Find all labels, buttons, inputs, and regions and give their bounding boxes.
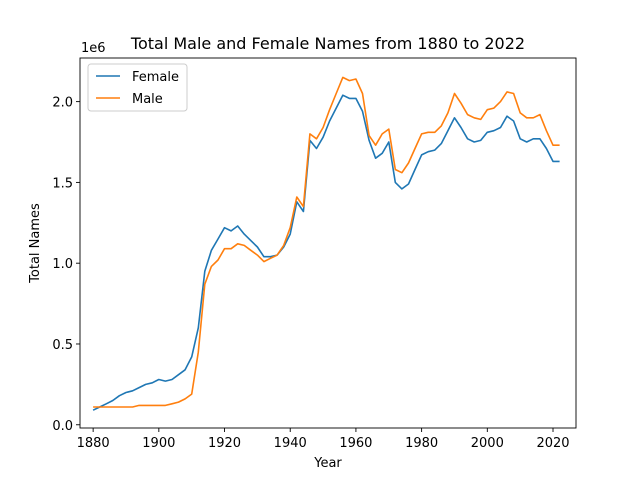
- x-tick-label: 1960: [339, 436, 372, 451]
- y-tick-label: 2.0: [52, 96, 73, 111]
- chart-title: Total Male and Female Names from 1880 to…: [130, 34, 525, 53]
- series-line-male: [93, 76, 560, 408]
- y-axis-scale-label: 1e6: [81, 41, 106, 56]
- legend-label-female: Female: [132, 70, 179, 85]
- y-tick-label: 1.5: [52, 176, 73, 191]
- y-tick-label: 0.5: [52, 338, 73, 353]
- x-tick-label: 1940: [274, 436, 307, 451]
- x-tick-label: 2020: [536, 436, 569, 451]
- y-tick-label: 0.0: [52, 419, 73, 434]
- y-axis-label: Total Names: [28, 203, 43, 284]
- x-tick-label: 1900: [142, 436, 175, 451]
- x-tick-label: 1920: [208, 436, 241, 451]
- series-line-female: [92, 94, 560, 411]
- x-tick-label: 1880: [77, 436, 110, 451]
- x-axis-label: Year: [313, 456, 342, 471]
- plot-area: 1880 1900 1920 1940 1960 1980 2000 2020 0.0 0.5 1.…: [52, 57, 577, 451]
- x-tick-label: 2000: [471, 436, 504, 451]
- axes-frame: [79, 57, 577, 429]
- y-tick-label: 1.0: [52, 257, 73, 272]
- legend-label-male: Male: [132, 92, 163, 107]
- x-tick-label: 1980: [405, 436, 438, 451]
